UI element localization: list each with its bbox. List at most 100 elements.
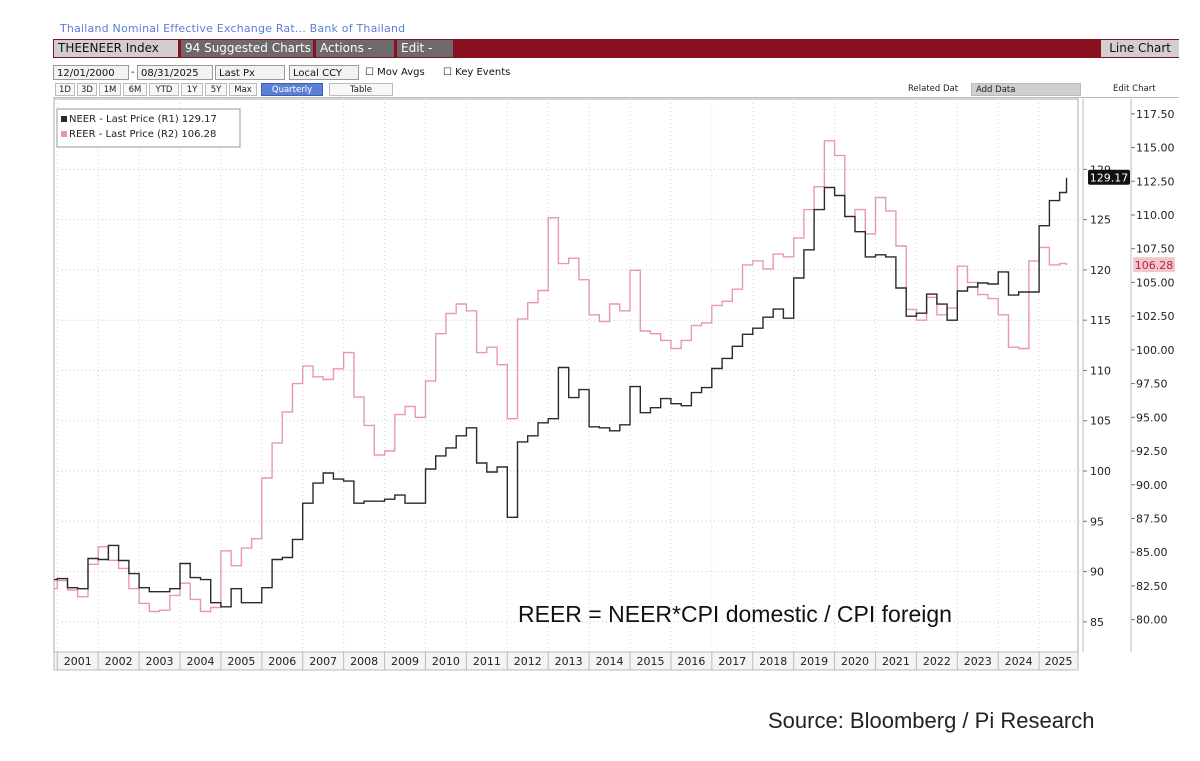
main-toolbar: THEENEER Index 94 Suggested Charts Actio… — [53, 39, 1179, 58]
period-1y[interactable]: 1Y — [181, 83, 203, 96]
grid-lines — [53, 98, 1079, 653]
edit-menu[interactable]: Edit - — [397, 40, 453, 57]
period-5y[interactable]: 5Y — [205, 83, 227, 96]
x-tick-label: 2015 — [636, 655, 664, 668]
neer-last-value: 129.17 — [1090, 172, 1129, 185]
legend-swatch — [61, 116, 67, 122]
x-axis: 2001 2002 2003 2004 2005 2006 2007 2008 2009 2010… — [53, 651, 1079, 671]
x-tick-label: 2021 — [882, 655, 910, 668]
period-3d[interactable]: 3D — [77, 83, 97, 96]
legend-label: NEER - Last Price (R1) 129.17 — [69, 114, 217, 125]
x-tick-label: 2003 — [146, 655, 174, 668]
r2-tick-label: 115.00 — [1136, 142, 1175, 155]
edit-chart-button[interactable]: Edit Chart — [1113, 84, 1156, 94]
x-tick-label: 2005 — [227, 655, 255, 668]
r2-tick-label: 85.00 — [1136, 546, 1168, 559]
r1-tick-label: 90 — [1090, 566, 1104, 579]
r2-tick-label: 112.50 — [1136, 175, 1175, 188]
r2-tick-label: 90.00 — [1136, 479, 1168, 492]
x-tick-label: 2012 — [514, 655, 542, 668]
x-tick-label: 2010 — [432, 655, 460, 668]
r1-tick-label: 85 — [1090, 616, 1104, 629]
ticker-field[interactable]: THEENEER Index — [54, 40, 178, 57]
legend-box — [56, 108, 241, 148]
r2-tick-label: 102.50 — [1136, 310, 1175, 323]
r2-tick-label: 100.00 — [1136, 344, 1175, 357]
x-tick-label: 2016 — [677, 655, 705, 668]
window-title: Thailand Nominal Effective Exchange Rat.… — [60, 22, 406, 35]
r1-tick-label: 100 — [1090, 465, 1111, 478]
period-max[interactable]: Max — [229, 83, 257, 96]
end-date-input[interactable]: 08/31/2025 — [137, 65, 213, 80]
series-lines — [54, 140, 1068, 613]
frequency-select[interactable]: Quarterly — [261, 83, 323, 96]
x-tick-label: 2022 — [923, 655, 951, 668]
r1-tick-label: 125 — [1090, 214, 1111, 227]
period-bar: 1D 3D 1M 6M YTD 1Y 5Y Max Quarterly Tabl… — [53, 82, 1179, 98]
add-data-input[interactable]: Add Data — [971, 83, 1081, 96]
key-events-checkbox[interactable]: ☐ Key Events — [443, 67, 511, 78]
x-tick-label: 2019 — [800, 655, 828, 668]
period-1m[interactable]: 1M — [99, 83, 121, 96]
mov-avgs-label: Mov Avgs — [377, 67, 425, 78]
period-ytd[interactable]: YTD — [149, 83, 179, 96]
chart-type-button[interactable]: Line Chart — [1101, 40, 1179, 57]
date-separator: - — [131, 67, 135, 78]
r2-tick-label: 97.50 — [1136, 378, 1168, 391]
plot-area — [53, 98, 1079, 653]
period-1d[interactable]: 1D — [55, 83, 75, 96]
r2-tick-label: 87.50 — [1136, 512, 1168, 525]
x-tick-label: 2004 — [186, 655, 214, 668]
x-tick-label: 2020 — [841, 655, 869, 668]
x-tick-label: 2013 — [555, 655, 583, 668]
x-tick-label: 2002 — [105, 655, 133, 668]
r2-tick-label: 107.50 — [1136, 243, 1175, 256]
currency-select[interactable]: Local CCY — [289, 65, 359, 80]
mov-avgs-checkbox[interactable]: ☐ Mov Avgs — [365, 67, 425, 78]
actions-menu[interactable]: Actions - — [316, 40, 394, 57]
r2-tick-label: 82.50 — [1136, 580, 1168, 593]
neer-line — [54, 177, 1068, 608]
x-tick-label: 2017 — [718, 655, 746, 668]
x-tick-label: 2014 — [596, 655, 624, 668]
formula-annotation: REER = NEER*CPI domestic / CPI foreign — [518, 601, 952, 627]
x-tick-label: 2007 — [309, 655, 337, 668]
last-value-labels: 129.17 106.28 — [1088, 169, 1175, 273]
source-note: Source: Bloomberg / Pi Research — [768, 708, 1095, 733]
x-tick-label: 2001 — [64, 655, 92, 668]
key-events-label: Key Events — [455, 67, 511, 78]
r2-tick-label: 117.50 — [1136, 108, 1175, 121]
suggested-charts-button[interactable]: 94 Suggested Charts — [181, 40, 313, 57]
x-tick-label: 2008 — [350, 655, 378, 668]
r1-tick-label: 115 — [1090, 314, 1111, 327]
x-axis-band — [53, 651, 1079, 671]
legend-label: REER - Last Price (R2) 106.28 — [69, 129, 216, 140]
r2-tick-label: 80.00 — [1136, 614, 1168, 627]
r1-tick-label: 110 — [1090, 364, 1111, 377]
related-data-button[interactable]: Related Dat — [908, 84, 959, 94]
legend-swatch — [61, 131, 67, 137]
neer-last-value-tag — [1088, 169, 1130, 185]
r2-tick-label: 105.00 — [1136, 276, 1175, 289]
x-tick-label: 2018 — [759, 655, 787, 668]
table-button[interactable]: Table — [329, 83, 393, 96]
right-axis-1: 859095100105110115120125129 — [1082, 99, 1111, 652]
x-tick-label: 2011 — [473, 655, 501, 668]
reer-last-value: 106.28 — [1135, 259, 1174, 272]
x-tick-label: 2024 — [1005, 655, 1033, 668]
period-6m[interactable]: 6M — [123, 83, 147, 96]
r1-tick-label: 95 — [1090, 515, 1104, 528]
field-select[interactable]: Last Px — [215, 65, 285, 80]
r2-tick-label: 95.00 — [1136, 411, 1168, 424]
start-date-input[interactable]: 12/01/2000 — [53, 65, 129, 80]
x-tick-label: 2009 — [391, 655, 419, 668]
right-axis-2: 80.00 82.50 85.00 87.50 90.00 92.50 95.00 97.50… — [1130, 99, 1175, 652]
x-tick-label: 2006 — [268, 655, 296, 668]
r1-tick-label: 105 — [1090, 415, 1111, 428]
r2-tick-label: 92.50 — [1136, 445, 1168, 458]
legend: NEER - Last Price (R1) 129.17 REER - Last… — [56, 108, 241, 148]
r1-tick-label: 120 — [1090, 264, 1111, 277]
reer-last-value-tag — [1133, 257, 1175, 273]
x-tick-label: 2023 — [964, 655, 992, 668]
